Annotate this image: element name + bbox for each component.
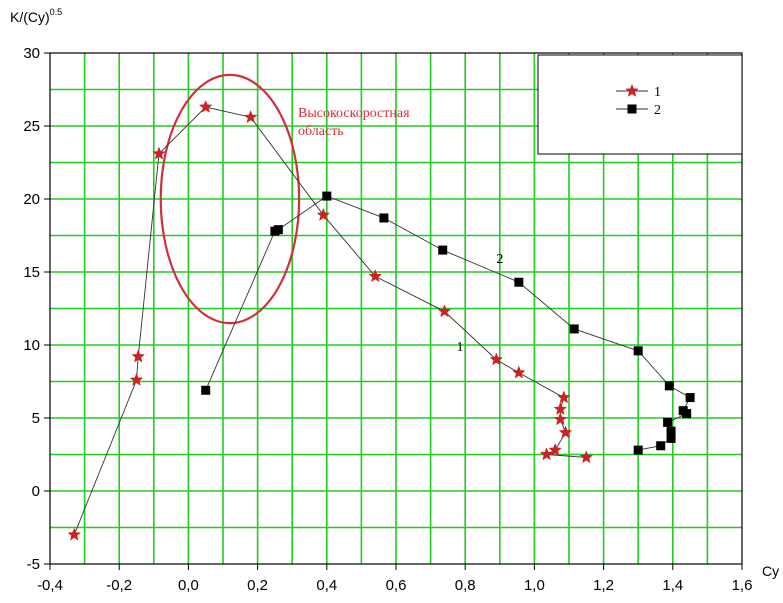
x-tick-label: -0,4 — [37, 577, 63, 594]
x-tick-label: 0,2 — [247, 577, 268, 594]
series-2-point — [273, 225, 283, 235]
series-1-point — [511, 365, 526, 379]
series-2-point — [663, 417, 673, 427]
x-tick-label: 0,6 — [386, 577, 407, 594]
x-tick-label: 1,4 — [662, 577, 683, 594]
series-1-point — [489, 352, 504, 366]
series-2-point — [569, 324, 579, 334]
legend-item-1: 1 — [616, 83, 661, 100]
series-2-point — [656, 441, 666, 451]
y-axis-title: K/(Cy)0.5 — [10, 7, 62, 25]
series-1-point — [437, 304, 452, 318]
y-tick-label: 10 — [23, 337, 40, 354]
series-2-point — [379, 213, 389, 223]
legend: 12 — [537, 54, 743, 155]
series-1-point — [129, 372, 144, 386]
series-1-point — [67, 527, 82, 541]
series-2-point — [664, 381, 674, 391]
series-2-point — [682, 409, 692, 419]
legend-marker — [625, 83, 639, 97]
series-2-point — [666, 433, 676, 443]
y-tick-label: 5 — [32, 410, 40, 427]
series-2 — [201, 191, 695, 455]
series-1 — [67, 99, 594, 541]
series-1-point — [556, 390, 571, 404]
curve-label-2: 2 — [496, 252, 503, 267]
x-tick-label: 1,0 — [524, 577, 545, 594]
y-tick-label: 0 — [32, 483, 40, 500]
legend-box — [537, 54, 743, 155]
series-1-point — [553, 402, 568, 416]
x-tick-label: 0,4 — [316, 577, 337, 594]
grid — [50, 53, 742, 564]
region-ellipse — [159, 73, 301, 325]
y-tick-label: 20 — [23, 191, 40, 208]
legend-item-2: 2 — [616, 103, 661, 118]
series-1-point — [316, 207, 331, 221]
y-axis-title-exponent: 0.5 — [50, 7, 63, 17]
series-1-point — [579, 450, 594, 464]
x-tick-label: 1,2 — [593, 577, 614, 594]
y-tick-label: 30 — [23, 45, 40, 62]
region-label-line-2: область — [298, 124, 344, 139]
series-1-point — [558, 425, 573, 439]
series-2-point — [633, 445, 643, 455]
series-1-point — [243, 110, 258, 124]
series-1-point — [198, 99, 213, 113]
axis-ticks: -0,4 -0,2 0,0 0,2 0,4 0,6 0,8 1,0 1,2 1,4 1,6 -5 0 5 1… — [23, 45, 752, 594]
series-1-point — [539, 447, 554, 461]
series-2-point — [666, 426, 676, 436]
x-axis-title: Cy — [762, 563, 779, 579]
series-2-point — [685, 393, 695, 403]
series-1-point — [548, 442, 562, 456]
series-1-point — [368, 269, 383, 283]
region-label-line-1: Высокоскоростная — [298, 106, 410, 121]
curve-label-1: 1 — [457, 340, 464, 355]
series — [67, 99, 695, 541]
legend-label: 2 — [654, 103, 661, 118]
x-tick-label: 1,6 — [732, 577, 753, 594]
series-1-point — [152, 146, 166, 160]
legend-marker — [627, 104, 637, 114]
annotations: Высокоскоростная область 1 2 — [298, 106, 503, 355]
x-tick-label: 0,8 — [455, 577, 476, 594]
y-tick-label: 15 — [23, 264, 40, 281]
series-2-point — [201, 385, 211, 395]
y-axis-title-base: K/(Cy) — [10, 9, 50, 25]
series-2-point — [322, 191, 332, 201]
x-tick-label: 0,0 — [178, 577, 199, 594]
series-2-point — [514, 277, 524, 287]
y-tick-label: -5 — [27, 556, 40, 573]
series-2-point — [438, 245, 448, 255]
legend-items: 12 — [616, 83, 661, 118]
series-2-point — [633, 346, 643, 356]
x-tick-label: -0,2 — [106, 577, 132, 594]
y-tick-label: 25 — [23, 118, 40, 135]
legend-label: 1 — [654, 85, 661, 100]
series-1-point — [131, 349, 146, 363]
series-1-point — [553, 412, 568, 426]
high-speed-region — [159, 73, 301, 325]
